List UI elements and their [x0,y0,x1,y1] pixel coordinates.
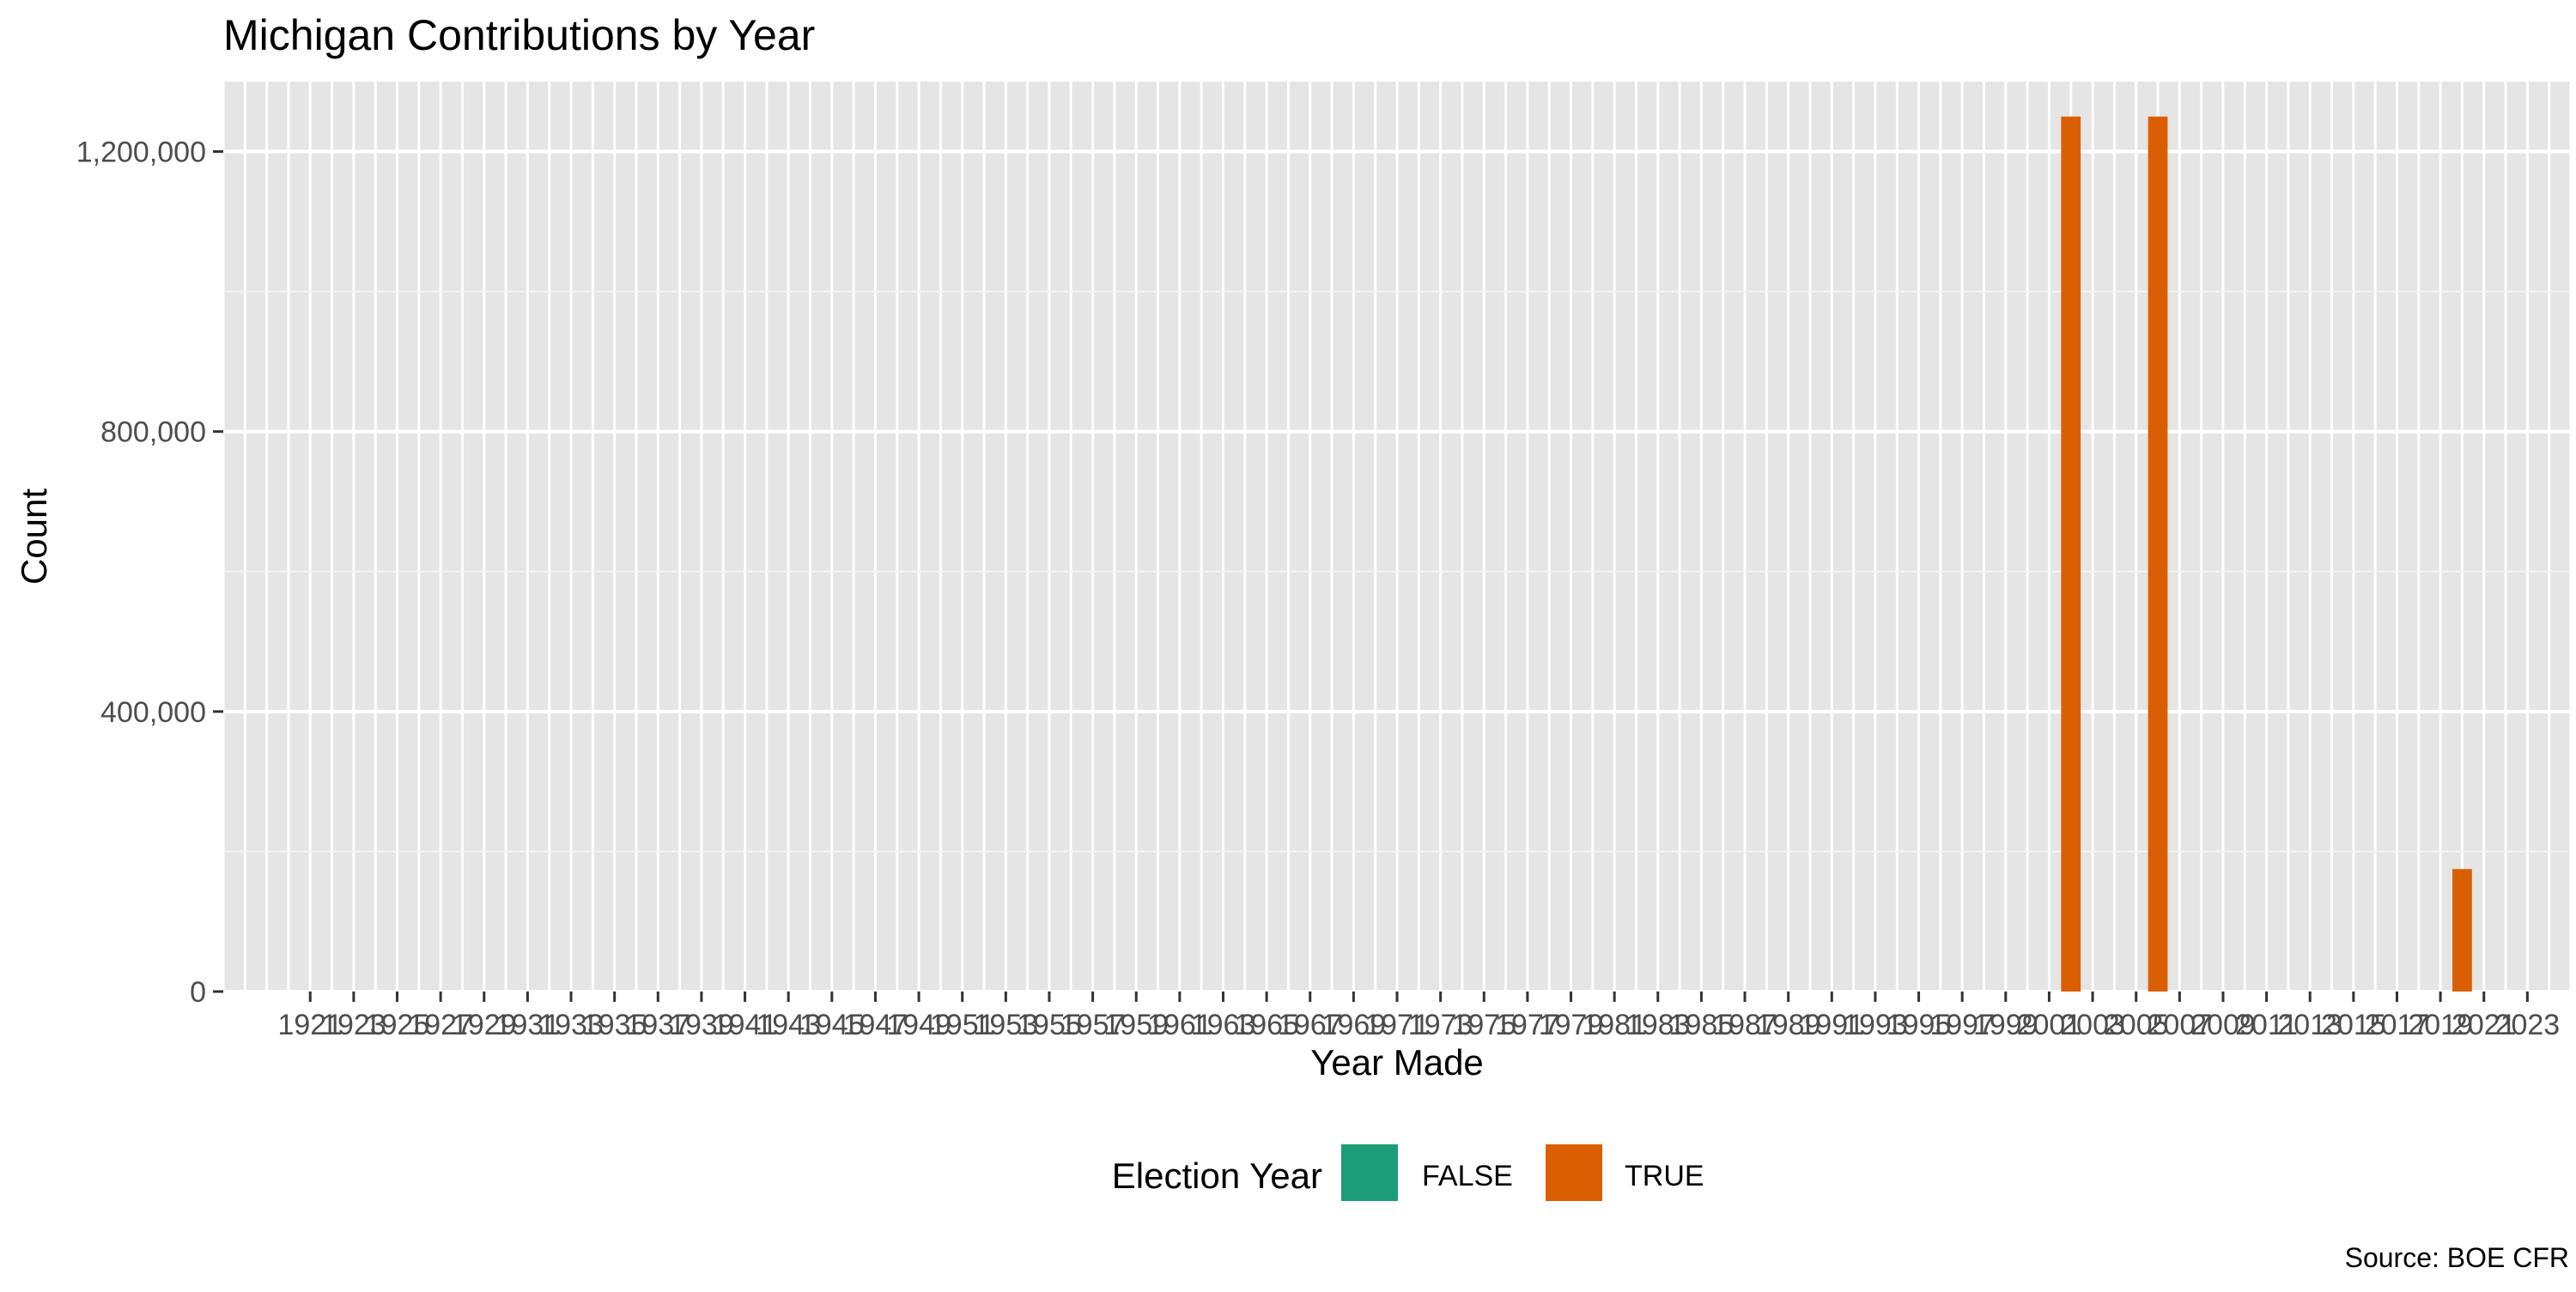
chart-caption: Source: BOE CFR [2345,1242,2569,1273]
x-tick-label: 1963 [1191,1009,1256,1041]
x-tick-label: 1923 [321,1009,386,1041]
x-tick-label: 1999 [1973,1009,2038,1041]
x-tick-label: 1975 [1451,1009,1516,1041]
x-tick-label: 1953 [974,1009,1039,1041]
x-tick-label: 1967 [1278,1009,1343,1041]
x-tick-label: 2007 [2148,1009,2213,1041]
x-tick-label: 1935 [582,1009,647,1041]
legend-key-false [1341,1144,1398,1201]
x-tick-label: 1957 [1060,1009,1126,1041]
x-tick-label: 1959 [1103,1009,1169,1041]
x-tick-label: 1939 [669,1009,734,1041]
x-tick-label: 2017 [2365,1009,2430,1041]
x-tick-label: 1997 [1929,1009,1995,1041]
legend: Election Year FALSE TRUE [1112,1144,1704,1201]
x-tick-label: 2013 [2277,1009,2342,1041]
x-tick-label: 1995 [1886,1009,1952,1041]
chart-title: Michigan Contributions by Year [223,11,815,59]
x-tick-label: 1991 [1799,1009,1864,1041]
x-tick-label: 1979 [1539,1009,1604,1041]
x-tick-label: 2001 [2017,1009,2082,1041]
x-tick-label: 1927 [408,1009,473,1041]
x-tick-label: 1925 [365,1009,430,1041]
x-tick-label: 1955 [1017,1009,1082,1041]
x-tick-label: 1949 [886,1009,951,1041]
x-tick-label: 1989 [1756,1009,1821,1041]
x-tick-label: 1945 [799,1009,865,1041]
y-tick-label: 1,200,000 [76,136,206,169]
x-tick-label: 1981 [1582,1009,1647,1041]
x-tick-label: 2021 [2451,1009,2517,1041]
x-tick-label: 1933 [538,1009,604,1041]
x-tick-label: 2023 [2495,1009,2561,1041]
y-tick-label: 0 [190,976,206,1009]
grid-lines [222,82,2573,993]
x-tick-label: 1969 [1321,1009,1387,1041]
legend-title: Election Year [1112,1156,1322,1196]
y-axis-title: Count [14,488,54,585]
x-tick-label: 1931 [495,1009,561,1041]
legend-label-false: FALSE [1422,1160,1513,1192]
x-tick-label: 1941 [713,1009,778,1041]
legend-key-true [1546,1144,1602,1201]
x-tick-label: 2005 [2104,1009,2169,1041]
bar [2452,869,2472,992]
bar [2061,116,2081,992]
x-tick-label: 1983 [1625,1009,1691,1041]
x-tick-label: 1921 [277,1009,343,1041]
x-tick-label: 1987 [1712,1009,1777,1041]
x-tick-label: 2009 [2190,1009,2256,1041]
x-tick-label: 1947 [843,1009,908,1041]
x-tick-label: 2019 [2408,1009,2473,1041]
x-tick-label: 1937 [625,1009,690,1041]
y-tick-label: 400,000 [100,696,206,729]
bar [2148,116,2168,992]
x-tick-label: 1971 [1364,1009,1430,1041]
x-tick-label: 1943 [756,1009,821,1041]
bars [2061,116,2472,992]
x-tick-label: 2011 [2235,1009,2298,1041]
x-tick-label: 1985 [1669,1009,1735,1041]
legend-label-true: TRUE [1625,1160,1704,1192]
y-tick-label: 800,000 [100,416,206,449]
x-axis: 1921192319251927192919311933193519371939… [277,992,2560,1041]
x-tick-label: 1929 [452,1009,517,1041]
x-tick-label: 1965 [1234,1009,1299,1041]
y-axis: 0 400,000 800,000 1,200,000 [76,136,223,1009]
x-tick-label: 1973 [1408,1009,1473,1041]
x-tick-label: 1977 [1495,1009,1560,1041]
x-tick-label: 1951 [930,1009,995,1041]
x-tick-label: 2015 [2321,1009,2386,1041]
x-tick-label: 1961 [1147,1009,1212,1041]
x-tick-label: 1993 [1843,1009,1908,1041]
x-axis-title: Year Made [1310,1042,1484,1083]
x-tick-label: 2003 [2060,1009,2125,1041]
